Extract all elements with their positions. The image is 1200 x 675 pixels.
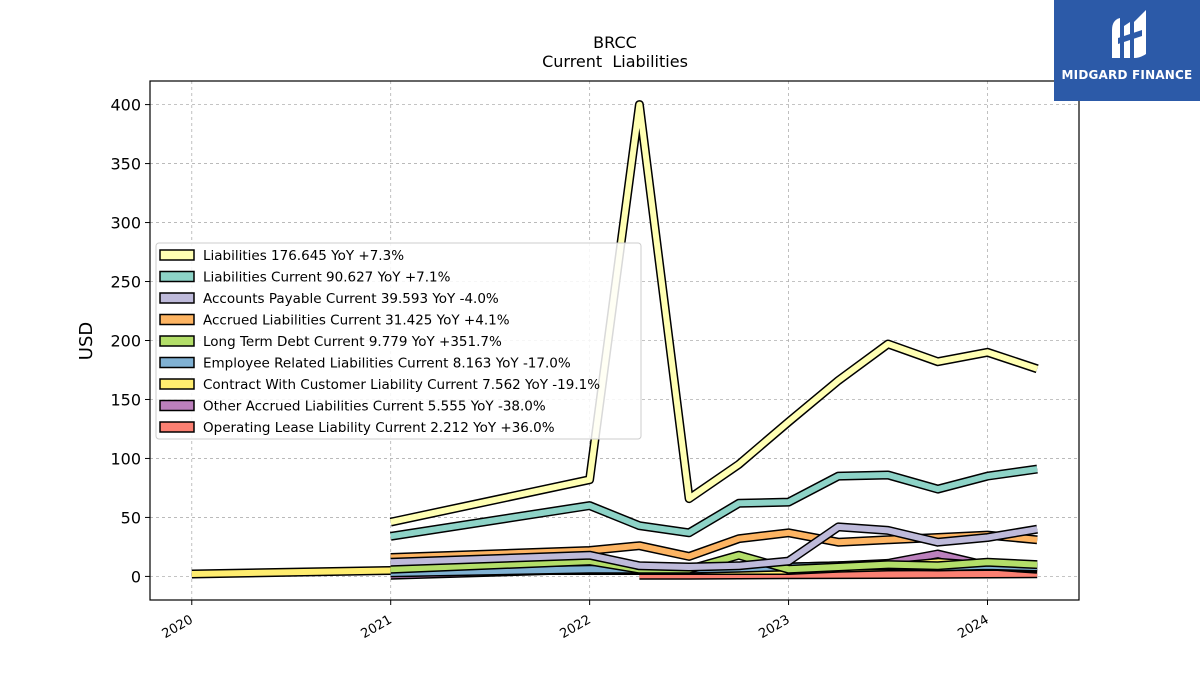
series-lines xyxy=(191,100,1039,580)
legend-entry: Accrued Liabilities Current 31.425 YoY +… xyxy=(203,313,510,329)
legend-swatch xyxy=(159,421,195,433)
legend-swatch xyxy=(159,313,195,326)
legend-entry: Long Term Debt Current 9.779 YoY +351.7% xyxy=(203,334,502,350)
legend-swatch xyxy=(159,399,195,412)
legend-entry: Liabilities Current 90.627 YoY +7.1% xyxy=(203,270,451,286)
legend-swatch xyxy=(159,292,195,304)
logo-text: MIDGARD FINANCE xyxy=(1061,68,1193,82)
legend-swatch xyxy=(159,356,195,369)
series-line xyxy=(390,523,1038,570)
legend-swatch xyxy=(159,270,195,283)
x-tick-label: 2021 xyxy=(359,612,395,642)
y-tick-label: 0 xyxy=(131,567,141,586)
legend-entry: Liabilities 176.645 YoY +7.3% xyxy=(203,248,404,264)
midgard-finance-logo: MIDGARD FINANCE xyxy=(1054,0,1200,101)
logo-mark-icon xyxy=(1112,10,1146,58)
y-tick-label: 50 xyxy=(121,508,141,527)
legend-box xyxy=(155,242,642,440)
legend-entry: Accounts Payable Current 39.593 YoY -4.0… xyxy=(203,291,499,307)
y-tick-label: 250 xyxy=(110,273,141,292)
y-tick-label: 300 xyxy=(110,214,141,233)
legend-entry: Other Accrued Liabilities Current 5.555 … xyxy=(203,399,546,415)
series-line xyxy=(639,570,1038,579)
x-tick-label: 2023 xyxy=(756,612,792,642)
legend-entry: Operating Lease Liability Current 2.212 … xyxy=(203,420,555,436)
series-line xyxy=(390,466,1038,540)
series-line xyxy=(390,101,1039,526)
chart-subtitle: Current Liabilities xyxy=(542,52,688,71)
legend-entry: Employee Related Liabilities Current 8.1… xyxy=(203,356,571,372)
y-tick-label: 150 xyxy=(110,390,141,409)
x-tick-label: 2024 xyxy=(955,612,991,642)
x-tick-label: 2020 xyxy=(160,612,196,642)
legend-swatch xyxy=(159,378,195,390)
chart-title: BRCC xyxy=(593,33,637,52)
legend-swatch xyxy=(159,335,195,347)
y-tick-label: 200 xyxy=(110,332,141,351)
y-tick-label: 400 xyxy=(110,96,141,115)
y-tick-label: 350 xyxy=(110,155,141,174)
y-axis-label: USD xyxy=(76,322,97,360)
legend: Liabilities 176.645 YoY +7.3% Liabilities… xyxy=(155,242,642,440)
x-tick-label: 2022 xyxy=(557,612,593,642)
legend-swatch xyxy=(159,249,195,261)
y-tick-label: 100 xyxy=(110,449,141,468)
legend-entry: Contract With Customer Liability Current… xyxy=(203,377,600,393)
